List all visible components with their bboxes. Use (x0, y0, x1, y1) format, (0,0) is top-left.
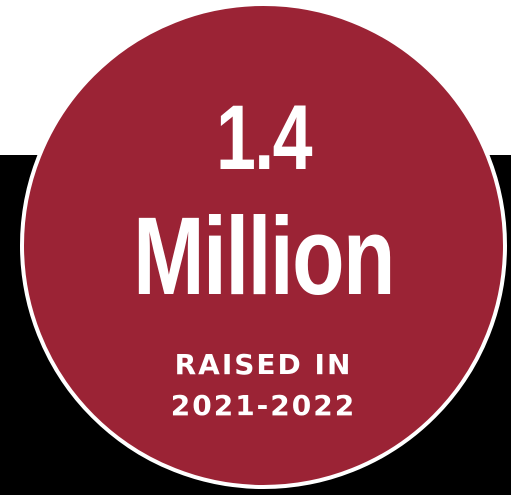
fundraising-badge: 1.4 Million RAISED IN 2021-2022 (20, 2, 507, 489)
unit-text: Million (133, 195, 395, 318)
caption-line-1: RAISED IN (174, 348, 353, 381)
caption-line-2: 2021-2022 (170, 389, 357, 422)
amount-text: 1.4 (215, 87, 313, 189)
